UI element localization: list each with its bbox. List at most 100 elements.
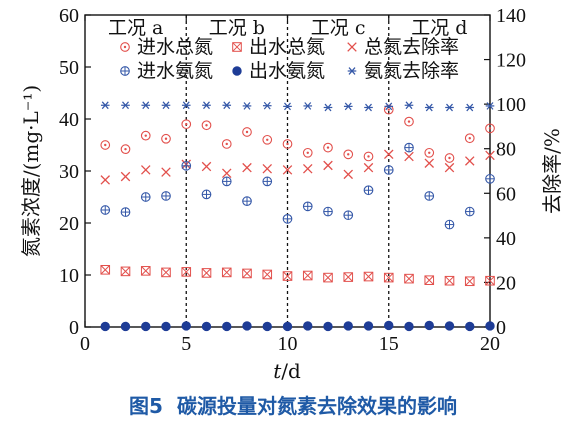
data-point [282, 321, 293, 332]
legend-label: 出水氨氮 [249, 60, 325, 82]
data-point [464, 133, 475, 144]
data-point [181, 101, 191, 110]
data-point [221, 139, 232, 149]
data-point [464, 156, 475, 166]
data-point [384, 102, 394, 111]
data-point [262, 134, 273, 145]
y2-tick-label: 80 [496, 139, 516, 161]
data-point [302, 164, 313, 174]
data-point [343, 102, 353, 111]
y-tick-label: 30 [59, 161, 79, 183]
data-point [242, 162, 252, 173]
data-point [363, 162, 374, 173]
data-point [363, 185, 374, 196]
x-axis-variable: t [273, 359, 282, 383]
data-point [445, 103, 454, 112]
legend-label: 总氮去除率 [364, 36, 459, 58]
data-point [201, 120, 212, 131]
data-point [100, 321, 110, 332]
data-point [283, 102, 292, 111]
data-point [100, 265, 111, 275]
legend-label: 进水氨氮 [137, 60, 213, 82]
data-point [282, 271, 293, 281]
data-point [121, 101, 130, 110]
data-point [323, 321, 333, 332]
figure-caption: 图5 碳源投量对氮素去除效果的影响 [129, 394, 457, 418]
series-asterisk [100, 101, 495, 112]
data-point [262, 101, 272, 110]
data-point [120, 144, 131, 155]
data-point [464, 276, 475, 287]
data-point [404, 116, 414, 127]
series-circle-dot [100, 104, 495, 163]
data-point [364, 103, 373, 112]
data-point [384, 320, 394, 331]
data-point [201, 321, 212, 332]
data-point [181, 119, 192, 130]
data-point [424, 103, 434, 112]
data-point [383, 149, 394, 160]
y2-tick-label: 20 [496, 272, 516, 294]
legend-item: 氨氮去除率 [347, 60, 459, 82]
data-point [383, 165, 394, 175]
data-point [464, 206, 475, 217]
y-tick-label: 60 [59, 5, 79, 27]
legend-item: 总氮去除率 [347, 36, 459, 58]
data-point [120, 266, 131, 277]
data-point [363, 271, 374, 282]
data-point [424, 191, 435, 201]
x-tick-label: 5 [181, 333, 191, 355]
legend-marker [232, 66, 242, 76]
phase-label: 工况 a [108, 17, 163, 39]
data-point [302, 201, 313, 212]
data-point [222, 321, 232, 332]
data-point [404, 273, 414, 284]
data-point [323, 103, 333, 112]
y2-tick-label: 140 [496, 5, 526, 27]
y2-tick-label: 0 [496, 317, 506, 339]
y-tick-label: 40 [59, 109, 79, 131]
data-point [282, 165, 293, 175]
data-point [343, 321, 353, 331]
data-point [424, 158, 435, 168]
legend-item: 出水总氮 [232, 36, 325, 58]
data-point [120, 207, 131, 217]
phase-label: 工况 c [311, 17, 366, 39]
phase-labels: 工况 a 工况 b 工况 c 工况 d [108, 17, 468, 39]
data-point [404, 142, 414, 153]
series-filled-circle [100, 320, 495, 332]
data-point [444, 162, 455, 173]
phase-label: 工况 d [411, 17, 467, 39]
data-point [323, 142, 333, 153]
data-point [485, 173, 495, 184]
series-x [100, 149, 495, 185]
data-point [424, 275, 435, 285]
data-point [141, 101, 151, 110]
y-tick-label: 10 [59, 265, 79, 287]
data-point [444, 219, 455, 230]
data-point [303, 321, 313, 331]
x-axis-label: t/d [273, 359, 301, 383]
data-point [424, 320, 434, 331]
phase-label: 工况 b [209, 17, 265, 39]
data-point [181, 267, 192, 277]
data-point [242, 102, 252, 110]
data-point [485, 321, 495, 331]
data-point [201, 268, 212, 278]
data-point [404, 101, 414, 110]
data-point [161, 167, 171, 177]
data-point [323, 160, 333, 171]
x-tick-label: 0 [80, 333, 90, 355]
y-tick-label: 0 [69, 317, 79, 339]
data-point [242, 127, 252, 137]
data-point [262, 176, 273, 187]
data-point [120, 321, 131, 332]
data-point [242, 196, 252, 207]
legend-item: 进水总氮 [120, 36, 213, 58]
data-point [424, 147, 435, 158]
data-point [242, 321, 252, 331]
data-point [262, 164, 273, 174]
data-point [485, 123, 495, 134]
data-point [262, 321, 272, 332]
